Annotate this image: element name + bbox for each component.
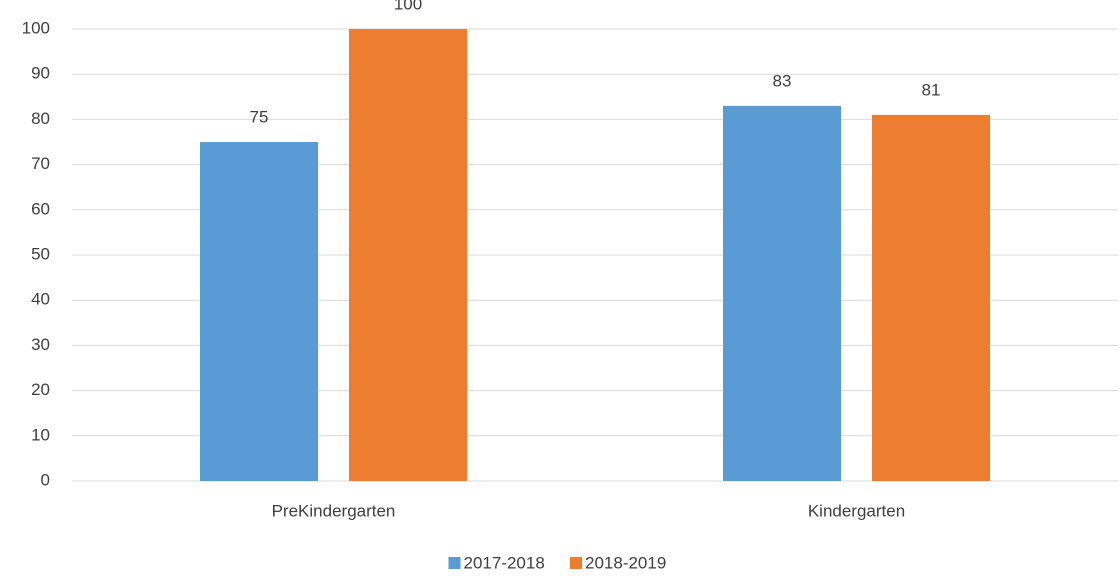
x-tick-label: PreKindergarten [272,501,396,520]
bar [723,105,841,481]
y-tick-label: 10 [31,425,50,444]
y-tick-label: 30 [31,335,50,354]
data-label: 83 [773,71,792,90]
y-tick-label: 90 [31,64,50,83]
x-tick-label: Kindergarten [808,501,905,520]
y-tick-label: 70 [31,154,50,173]
legend-swatch [570,557,582,569]
bar [349,29,467,481]
legend-label: 2018-2019 [585,553,666,572]
bar [200,142,318,481]
data-label: 75 [250,107,269,126]
data-label: 100 [394,0,422,13]
y-tick-label: 100 [22,18,50,37]
y-tick-label: 50 [31,244,50,263]
legend-label: 2017-2018 [464,553,545,572]
y-tick-label: 40 [31,290,50,309]
y-tick-label: 80 [31,109,50,128]
y-tick-label: 20 [31,380,50,399]
data-label: 81 [922,80,941,99]
legend-swatch [448,557,461,569]
bar [872,114,990,481]
y-tick-label: 60 [31,199,50,218]
y-tick-label: 0 [41,470,50,489]
